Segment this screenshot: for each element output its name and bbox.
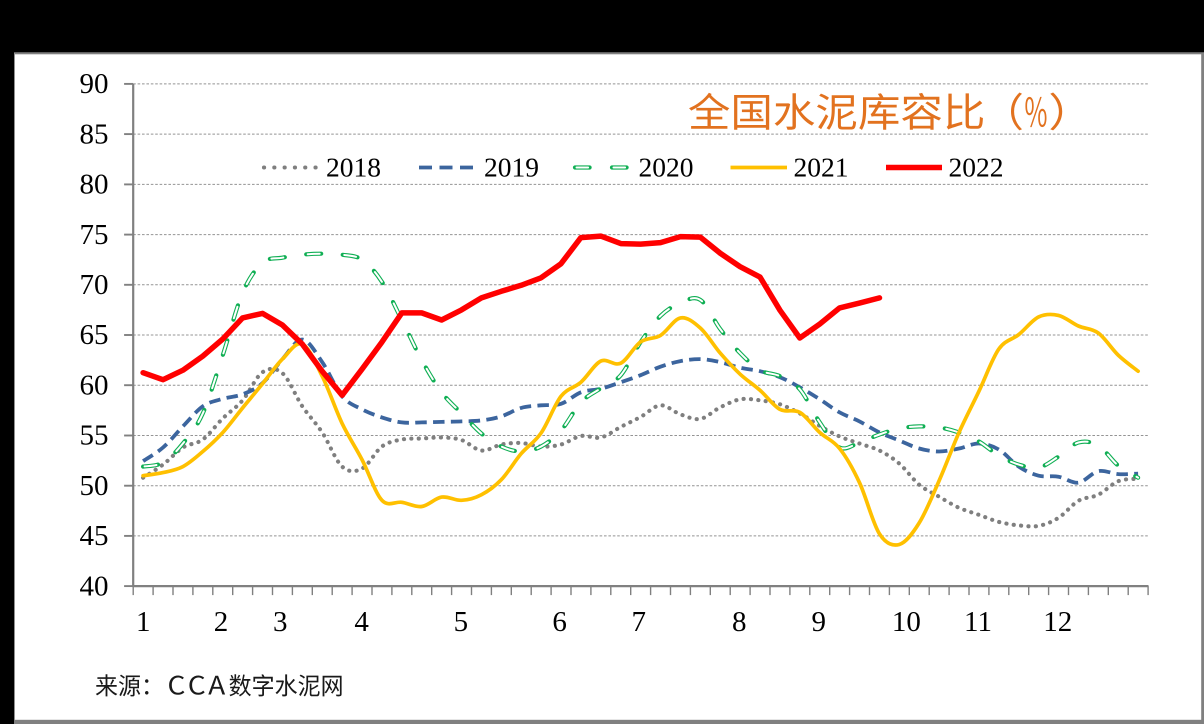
svg-text:2: 2 [214,606,229,638]
svg-text:85: 85 [80,118,109,150]
svg-text:6: 6 [552,606,567,638]
svg-text:10: 10 [892,606,921,638]
svg-text:45: 45 [80,520,109,552]
svg-text:55: 55 [80,420,109,452]
svg-text:60: 60 [80,369,109,401]
svg-text:12: 12 [1043,606,1072,638]
svg-text:9: 9 [812,606,827,638]
svg-text:1: 1 [136,606,151,638]
svg-text:2020: 2020 [639,152,694,183]
svg-text:2019: 2019 [484,152,539,183]
svg-text:2021: 2021 [794,152,849,183]
svg-text:2018: 2018 [326,152,381,183]
svg-text:2022: 2022 [949,152,1004,183]
svg-text:40: 40 [80,570,109,602]
svg-text:50: 50 [80,470,109,502]
svg-text:8: 8 [732,606,747,638]
svg-text:90: 90 [80,68,109,100]
svg-text:4: 4 [354,606,369,638]
svg-text:11: 11 [964,606,992,638]
svg-text:3: 3 [273,606,288,638]
svg-text:70: 70 [80,269,109,301]
svg-text:5: 5 [454,606,469,638]
svg-text:65: 65 [80,319,109,351]
svg-text:7: 7 [631,606,646,638]
svg-text:80: 80 [80,169,109,201]
svg-text:75: 75 [80,219,109,251]
